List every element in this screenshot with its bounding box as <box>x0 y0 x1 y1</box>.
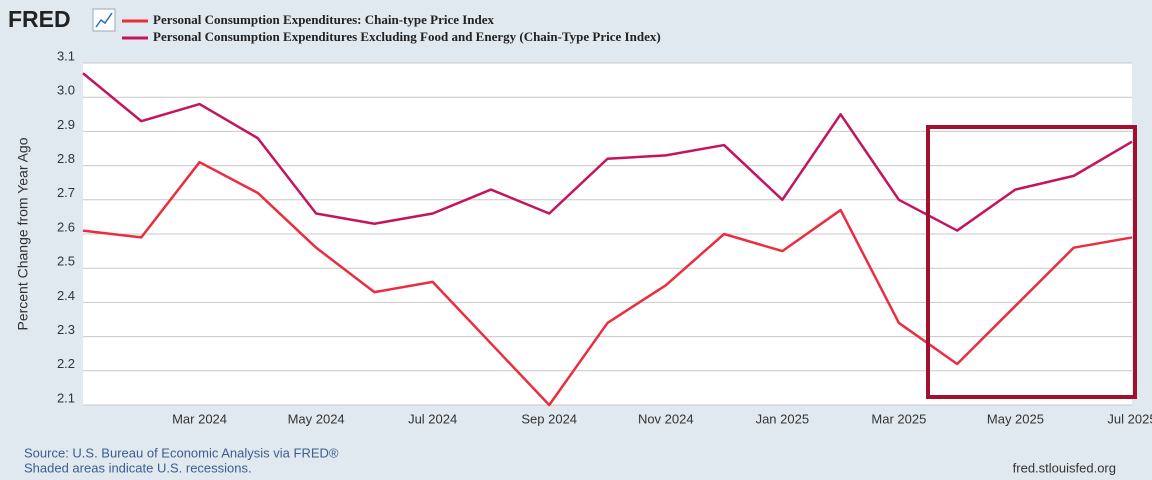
x-tick-label: Sep 2024 <box>521 411 577 426</box>
y-axis-label: Percent Change from Year Ago <box>15 137 31 330</box>
x-tick-label: May 2025 <box>987 411 1044 426</box>
x-tick-label: May 2024 <box>288 411 345 426</box>
legend-label: Personal Consumption Expenditures Exclud… <box>153 29 661 44</box>
x-tick-label: Jan 2025 <box>756 411 810 426</box>
url: fred.stlouisfed.org <box>1013 460 1116 475</box>
y-tick-label: 2.7 <box>57 185 75 200</box>
y-tick-label: 3.0 <box>57 83 75 98</box>
y-tick-label: 2.9 <box>57 117 75 132</box>
y-tick-label: 2.3 <box>57 322 75 337</box>
x-tick-label: Mar 2024 <box>172 411 227 426</box>
y-tick-label: 2.5 <box>57 254 75 269</box>
logo-icon <box>92 8 116 32</box>
y-tick-label: 2.4 <box>57 288 75 303</box>
legend-label: Personal Consumption Expenditures: Chain… <box>153 12 495 27</box>
x-tick-label: Jul 2024 <box>408 411 457 426</box>
y-tick-label: 2.1 <box>57 390 75 405</box>
x-tick-label: Nov 2024 <box>638 411 694 426</box>
source: Source: U.S. Bureau of Economic Analysis… <box>24 445 339 460</box>
x-tick-label: Mar 2025 <box>871 411 926 426</box>
logo: FRED <box>8 6 71 32</box>
y-tick-label: 2.8 <box>57 151 75 166</box>
note: Shaded areas indicate U.S. recessions. <box>24 460 252 475</box>
y-tick-label: 2.6 <box>57 219 75 234</box>
highlight-box <box>926 125 1137 399</box>
series-line <box>82 160 1133 407</box>
y-tick-label: 3.1 <box>57 48 75 63</box>
y-tick-label: 2.2 <box>57 356 75 371</box>
x-tick-label: Jul 2025 <box>1107 411 1152 426</box>
series-line <box>82 72 1133 232</box>
